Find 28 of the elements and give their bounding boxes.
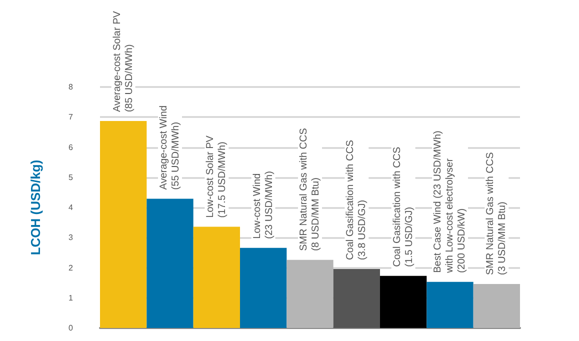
bar xyxy=(473,284,520,328)
bar xyxy=(286,260,334,328)
y-tick-label: 6 xyxy=(68,142,74,152)
x-tick-label: Average-cost Wind (55 USD/MWh) xyxy=(158,105,182,190)
x-tick-label: Low-cost Wind (23 USD/MWh) xyxy=(252,171,275,239)
x-tick-label: Best Case Wind (23 USD/MWh) with Low-cost electrolyser (200 USD/kW) xyxy=(432,130,468,274)
y-tick-label: 3 xyxy=(68,233,74,242)
y-tick-label: 8 xyxy=(68,82,74,92)
y-tick-label: 0 xyxy=(68,324,74,332)
y-tick-label: 1 xyxy=(68,293,74,302)
bar xyxy=(333,268,380,328)
bar xyxy=(100,121,147,328)
x-tick-label: Low-cost Solar PV (17.5 USD/MWh) xyxy=(205,135,228,218)
y-tick-label: 7 xyxy=(68,112,74,122)
y-tick-label: 5 xyxy=(68,172,74,182)
x-tick-label: SMR Natural Gas with CCS (3 USD/MM Btu) xyxy=(485,152,508,276)
bar xyxy=(240,248,287,328)
y-axis-title: LCOH (USD/kg) xyxy=(28,160,43,256)
bar xyxy=(426,282,474,328)
x-tick-label: Average-cost Solar PV (85 USD/MWh) xyxy=(112,10,135,112)
bar xyxy=(146,198,194,328)
bar xyxy=(380,276,427,328)
x-tick-label: Coal Gasification with CCS (3.8 USD/GJ) xyxy=(345,140,368,260)
x-tick-label: SMR Natural Gas with CCS (8 USD/MM Btu) xyxy=(298,128,322,251)
y-tick-label: 2 xyxy=(68,263,74,272)
x-tick-label: Coal Gasification with CCS (1.5 USD/GJ) xyxy=(392,146,415,267)
y-tick-label: 4 xyxy=(68,203,74,212)
bar xyxy=(193,226,240,328)
